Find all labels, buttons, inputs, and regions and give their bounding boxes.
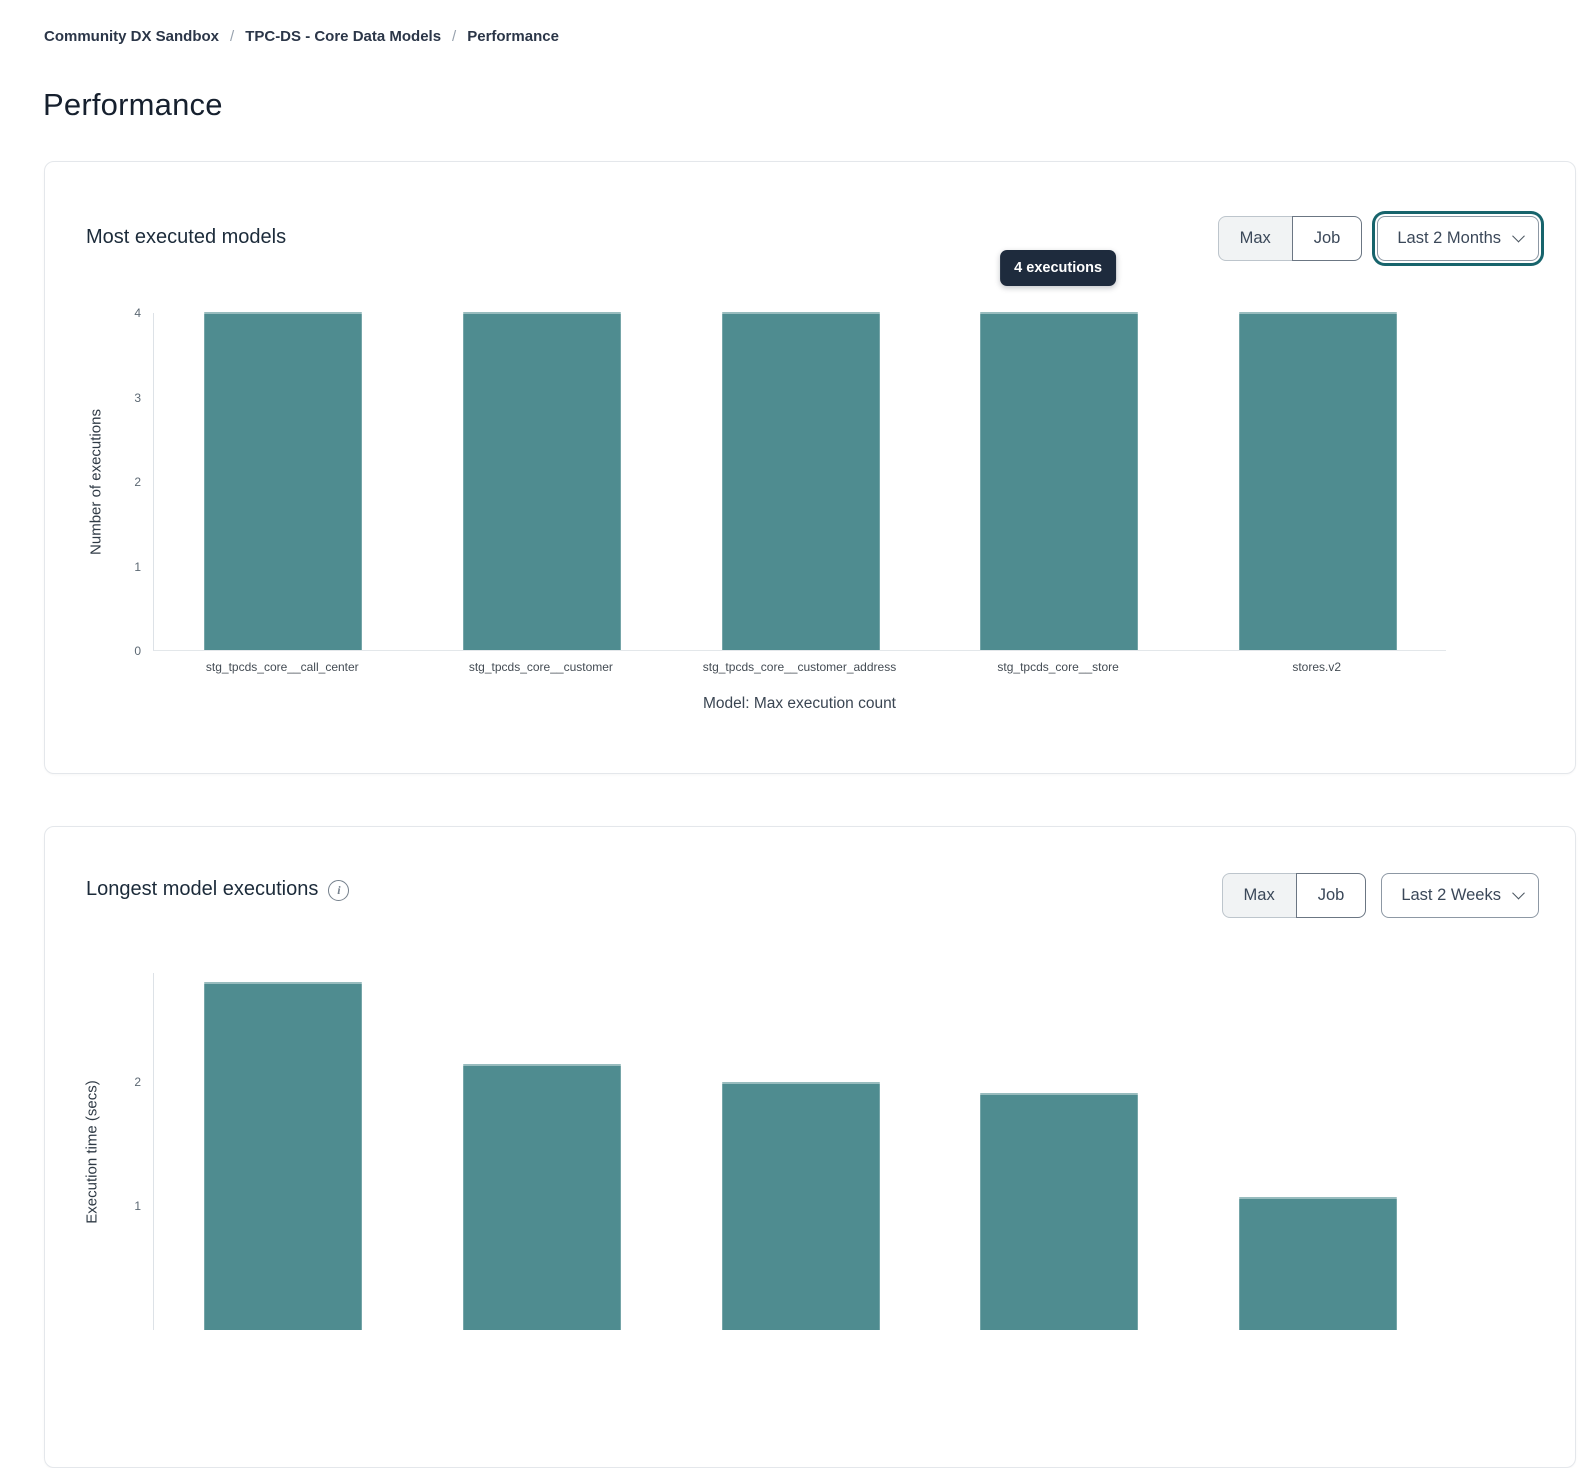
chart-bar[interactable]	[721, 312, 880, 650]
card-title-text: Longest model executions	[86, 877, 319, 900]
chart-plot-area	[153, 973, 1446, 1330]
chart-controls: Max Job Last 2 Weeks	[1221, 873, 1539, 918]
page-title: Performance	[43, 86, 223, 122]
time-range-dropdown[interactable]: Last 2 Months	[1377, 216, 1539, 261]
y-axis-tick-label: 4	[134, 306, 141, 320]
y-axis-tick-label: 1	[134, 559, 141, 574]
chart-bar[interactable]	[980, 312, 1139, 650]
x-axis-category-label: stg_tpcds_core__call_center	[205, 660, 359, 674]
chart-bar[interactable]	[462, 1063, 621, 1330]
time-range-value: Last 2 Weeks	[1401, 886, 1501, 904]
x-axis-category-label: stg_tpcds_core__customer	[468, 660, 613, 674]
job-toggle-button[interactable]: Job	[1291, 216, 1363, 261]
x-axis-category-label: stg_tpcds_core__store	[997, 660, 1119, 674]
breadcrumb-separator: /	[230, 28, 235, 45]
info-icon[interactable]: i	[328, 879, 350, 901]
y-axis-tick-label: 0	[134, 644, 141, 658]
breadcrumb-item[interactable]: Performance	[467, 28, 559, 45]
longest-model-executions-chart: Execution time (secs) 1 2	[45, 827, 1575, 1467]
chart-controls: Max Job Last 2 Months	[1217, 216, 1539, 261]
y-axis-tick-label: 1	[134, 1199, 141, 1214]
chart-bar[interactable]	[462, 312, 621, 650]
x-axis-title: Model: Max execution count	[703, 695, 896, 712]
breadcrumb-item[interactable]: TPC-DS - Core Data Models	[245, 28, 442, 45]
y-axis-tick-label: 2	[134, 475, 141, 489]
chart-bar[interactable]	[980, 1093, 1139, 1330]
y-axis-label: Execution time (secs)	[83, 1079, 101, 1224]
most-executed-models-card: Most executed models Max Job Last 2 Mont…	[44, 161, 1576, 774]
card-title-most-executed-models: Most executed models	[86, 226, 286, 249]
breadcrumb: Community DX Sandbox / TPC-DS - Core Data …	[44, 28, 559, 45]
chart-bar[interactable]	[1238, 1197, 1397, 1330]
y-axis-tick-label: 2	[134, 1075, 141, 1090]
card-title-longest-model-executions: Longest model executions i	[86, 877, 350, 901]
most-executed-models-chart: Number of executions 0 1 2 3 4 stg_tpcds_core_…	[45, 162, 1575, 773]
x-axis-category-label: stg_tpcds_core__customer_address	[702, 660, 897, 674]
performance-page: Community DX Sandbox / TPC-DS - Core Data …	[43, 28, 1576, 1468]
chart-bar[interactable]	[721, 1082, 880, 1330]
chart-bar[interactable]	[204, 981, 363, 1330]
breadcrumb-separator: /	[452, 28, 457, 45]
max-job-toggle: Max Job	[1221, 873, 1367, 918]
breadcrumb-item[interactable]: Community DX Sandbox	[44, 28, 220, 45]
chart-plot-area	[153, 312, 1446, 651]
card-title-text: Most executed models	[86, 225, 287, 248]
time-range-value: Last 2 Months	[1397, 229, 1501, 247]
chart-tooltip: 4 executions	[1000, 250, 1117, 286]
chart-bar[interactable]	[1238, 312, 1397, 650]
longest-model-executions-card: Longest model executions i Max Job Last …	[44, 826, 1576, 1468]
job-toggle-button[interactable]: Job	[1295, 873, 1367, 918]
max-toggle-button[interactable]: Max	[1221, 873, 1297, 918]
time-range-dropdown[interactable]: Last 2 Weeks	[1381, 873, 1539, 918]
x-axis-category-label: stores.v2	[1292, 660, 1342, 674]
max-job-toggle: Max Job	[1217, 216, 1363, 261]
y-axis-tick-label: 3	[134, 390, 141, 405]
chart-bar[interactable]	[204, 312, 363, 650]
